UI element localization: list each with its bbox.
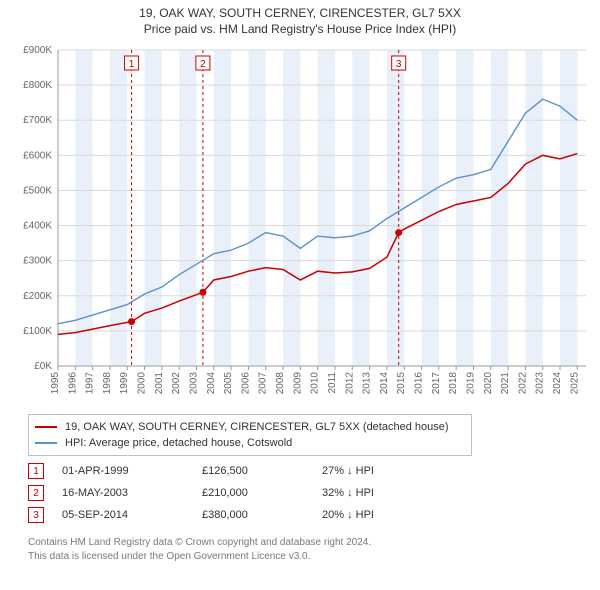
svg-text:2012: 2012 <box>344 372 355 395</box>
title-line-2: Price paid vs. HM Land Registry's House … <box>0 22 600 36</box>
svg-text:£200K: £200K <box>23 291 52 302</box>
svg-text:£900K: £900K <box>23 46 52 56</box>
svg-text:2008: 2008 <box>275 372 286 395</box>
footer: Contains HM Land Registry data © Crown c… <box>28 536 371 564</box>
sales-table: 1 01-APR-1999£126,50027% ↓ HPI 2 16-MAY-200… <box>28 460 442 526</box>
svg-text:1999: 1999 <box>119 372 130 395</box>
svg-text:2024: 2024 <box>552 372 563 395</box>
svg-text:£600K: £600K <box>23 150 52 161</box>
svg-text:2016: 2016 <box>414 372 425 395</box>
svg-text:2010: 2010 <box>310 372 321 395</box>
svg-text:2017: 2017 <box>431 372 442 395</box>
svg-text:£700K: £700K <box>23 115 52 126</box>
sale-row: 2 16-MAY-2003£210,00032% ↓ HPI <box>28 482 442 504</box>
svg-text:2007: 2007 <box>258 372 269 395</box>
sale-price: £126,500 <box>202 465 322 477</box>
legend-row: HPI: Average price, detached house, Cots… <box>35 435 465 451</box>
svg-text:2023: 2023 <box>535 372 546 395</box>
svg-text:1996: 1996 <box>67 372 78 395</box>
svg-text:£500K: £500K <box>23 185 52 196</box>
svg-text:2: 2 <box>200 59 206 70</box>
svg-text:2015: 2015 <box>396 372 407 395</box>
svg-text:2014: 2014 <box>379 372 390 395</box>
sale-price: £380,000 <box>202 509 322 521</box>
svg-text:2020: 2020 <box>483 372 494 395</box>
svg-text:1: 1 <box>129 59 135 70</box>
svg-text:2021: 2021 <box>500 372 511 395</box>
svg-text:2000: 2000 <box>137 372 148 395</box>
svg-text:£100K: £100K <box>23 326 52 337</box>
svg-text:2019: 2019 <box>465 372 476 395</box>
sale-price: £210,000 <box>202 487 322 499</box>
svg-text:£400K: £400K <box>23 221 52 232</box>
legend-swatch <box>35 442 57 444</box>
svg-text:£800K: £800K <box>23 80 52 91</box>
legend-swatch <box>35 426 57 428</box>
svg-text:2004: 2004 <box>206 372 217 395</box>
svg-text:2006: 2006 <box>240 372 251 395</box>
chart: £0K £100K £200K £300K £400K £500K £600K £700K £8… <box>8 46 592 406</box>
sale-date: 05-SEP-2014 <box>62 509 202 521</box>
sale-marker-icon: 2 <box>28 485 44 501</box>
footer-line-2: This data is licensed under the Open Gov… <box>28 550 371 564</box>
svg-text:1998: 1998 <box>102 372 113 395</box>
svg-text:1997: 1997 <box>85 372 96 395</box>
title-line-1: 19, OAK WAY, SOUTH CERNEY, CIRENCESTER, … <box>0 6 600 20</box>
svg-text:£300K: £300K <box>23 256 52 267</box>
svg-text:2003: 2003 <box>188 372 199 395</box>
svg-text:1995: 1995 <box>50 372 61 395</box>
sale-marker-icon: 1 <box>28 463 44 479</box>
svg-text:2022: 2022 <box>517 372 528 395</box>
legend-label: HPI: Average price, detached house, Cots… <box>65 435 292 451</box>
legend-row: 19, OAK WAY, SOUTH CERNEY, CIRENCESTER, … <box>35 419 465 435</box>
svg-text:2025: 2025 <box>569 372 580 395</box>
svg-text:2013: 2013 <box>362 372 373 395</box>
sale-date: 16-MAY-2003 <box>62 487 202 499</box>
sale-hpi-delta: 20% ↓ HPI <box>322 509 442 521</box>
svg-text:2018: 2018 <box>448 372 459 395</box>
svg-text:3: 3 <box>396 59 402 70</box>
svg-text:£0K: £0K <box>34 361 52 372</box>
svg-text:2009: 2009 <box>292 372 303 395</box>
svg-text:2002: 2002 <box>171 372 182 395</box>
svg-text:2001: 2001 <box>154 372 165 395</box>
legend: 19, OAK WAY, SOUTH CERNEY, CIRENCESTER, … <box>28 414 472 456</box>
sale-date: 01-APR-1999 <box>62 465 202 477</box>
sale-hpi-delta: 27% ↓ HPI <box>322 465 442 477</box>
sale-row: 3 05-SEP-2014£380,00020% ↓ HPI <box>28 504 442 526</box>
sale-row: 1 01-APR-1999£126,50027% ↓ HPI <box>28 460 442 482</box>
svg-text:2005: 2005 <box>223 372 234 395</box>
svg-text:2011: 2011 <box>327 372 338 394</box>
sale-hpi-delta: 32% ↓ HPI <box>322 487 442 499</box>
sale-marker-icon: 3 <box>28 507 44 523</box>
legend-label: 19, OAK WAY, SOUTH CERNEY, CIRENCESTER, … <box>65 419 449 435</box>
footer-line-1: Contains HM Land Registry data © Crown c… <box>28 536 371 550</box>
